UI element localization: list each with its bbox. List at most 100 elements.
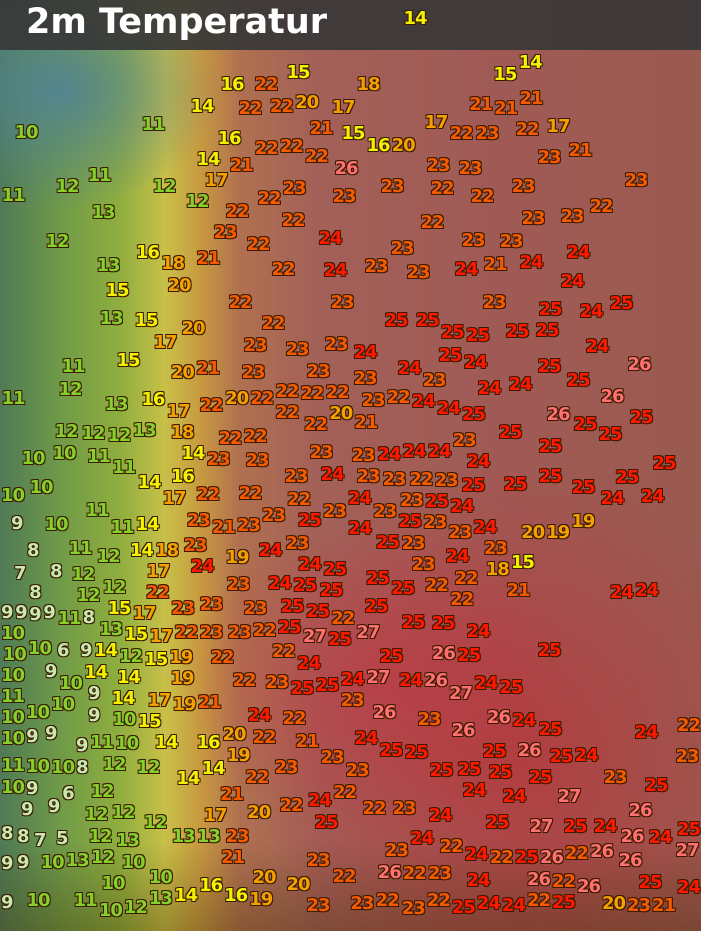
temperature-label: 24 [411, 391, 436, 413]
temperature-label: 18 [170, 421, 195, 443]
temperature-label: 25 [461, 403, 486, 425]
temperature-label: 22 [257, 187, 282, 209]
temperature-label: 24 [428, 804, 453, 826]
temperature-label: 5 [56, 827, 68, 849]
temperature-label: 9 [88, 683, 100, 705]
temperature-label: 12 [136, 756, 161, 778]
temperature-label: 25 [551, 891, 576, 913]
temperature-label: 24 [609, 581, 634, 603]
temperature-label: 10 [51, 694, 75, 716]
temperature-label: 26 [628, 799, 653, 821]
temperature-label: 24 [593, 815, 618, 837]
temperature-label: 24 [267, 572, 292, 594]
temperature-label: 12 [58, 378, 83, 400]
temperature-label: 25 [297, 510, 322, 532]
temperature-label: 19 [225, 546, 250, 568]
temperature-label: 25 [364, 595, 389, 617]
temperature-label: 24 [323, 259, 348, 281]
temperature-label: 25 [415, 309, 440, 331]
temperature-label: 14 [93, 640, 118, 662]
temperature-label: 21 [309, 118, 334, 140]
temperature-label: 25 [280, 596, 305, 618]
temperature-label: 22 [210, 646, 235, 668]
temperature-label: 26 [620, 825, 645, 847]
temperature-label: 26 [334, 157, 359, 179]
temperature-label: 23 [422, 369, 447, 391]
temperature-label: 22 [196, 483, 220, 505]
temperature-label: 23 [186, 509, 211, 531]
temperature-label: 23 [356, 466, 381, 488]
temperature-label: 9 [11, 512, 23, 534]
temperature-label: 27 [675, 840, 700, 862]
temperature-label: 23 [452, 429, 477, 451]
temperature-label: 12 [185, 191, 210, 213]
temperature-label: 24 [445, 546, 470, 568]
temperature-label: 24 [574, 744, 599, 766]
temperature-label: 12 [54, 421, 79, 443]
temperature-label: 23 [243, 334, 268, 356]
temperature-label: 26 [451, 719, 476, 741]
temperature-label: 23 [361, 390, 386, 412]
temperature-label: 21 [211, 516, 236, 538]
temperature-label: 15 [510, 551, 535, 573]
temperature-label: 15 [144, 648, 168, 670]
temperature-label: 25 [290, 677, 314, 699]
temperature-label: 24 [258, 539, 283, 561]
temperature-label: 17 [147, 690, 171, 712]
temperature-label: 11 [86, 446, 111, 468]
temperature-label: 10 [112, 708, 136, 730]
temperature-label: 25 [277, 617, 302, 639]
temperature-label: 15 [107, 597, 131, 619]
temperature-label: 23 [399, 490, 424, 512]
temperature-label: 24 [297, 653, 321, 675]
temperature-label: 13 [99, 619, 123, 641]
temperature-label: 14 [117, 666, 141, 688]
temperature-label: 8 [27, 539, 39, 561]
temperature-label: 24 [648, 826, 673, 848]
temperature-label: 11 [85, 499, 109, 521]
temperature-label: 25 [652, 452, 677, 474]
temperature-label: 14 [84, 662, 108, 684]
temperature-label: 23 [537, 146, 562, 168]
temperature-label: 23 [382, 469, 407, 491]
temperature-label: 10 [2, 644, 27, 666]
temperature-label: 24 [640, 485, 665, 507]
temperature-label: 22 [238, 97, 263, 119]
temperature-label: 15 [341, 122, 365, 144]
temperature-label: 12 [152, 175, 177, 197]
temperature-label: 22 [333, 781, 357, 803]
temperature-label: 25 [537, 639, 562, 661]
temperature-label: 24 [585, 335, 610, 357]
temperature-label: 23 [213, 222, 238, 244]
temperature-label: 23 [373, 500, 397, 522]
temperature-label: 25 [514, 846, 539, 868]
temperature-label: 17 [546, 115, 571, 137]
temperature-label: 23 [499, 231, 524, 253]
temperature-label: 11 [89, 731, 114, 753]
temperature-label: 13 [171, 825, 196, 847]
temperature-label: 9 [44, 661, 57, 683]
temperature-label: 23 [390, 237, 415, 259]
temperature-label: 25 [451, 896, 476, 918]
temperature-label: 23 [401, 897, 426, 919]
temperature-label: 25 [293, 575, 317, 597]
temperature-label: 25 [488, 762, 513, 784]
temperature-label: 25 [528, 767, 553, 789]
temperature-label: 20 [225, 387, 249, 409]
temperature-label: 10 [26, 702, 50, 724]
temperature-label: 23 [236, 514, 261, 536]
temperature-label: 15 [134, 310, 159, 332]
temperature-label: 10 [101, 872, 126, 894]
temperature-label: 16 [170, 466, 195, 488]
temperature-label: 19 [546, 521, 570, 543]
temperature-label: 9 [29, 603, 41, 625]
temperature-label: 12 [76, 585, 101, 607]
temperature-label: 6 [62, 782, 74, 804]
temperature-label: 18 [356, 73, 381, 95]
temperature-label: 24 [353, 341, 378, 363]
temperature-label: 24 [634, 721, 659, 743]
temperature-label: 12 [88, 825, 113, 847]
temperature-label: 22 [449, 122, 474, 144]
temperature-label: 12 [55, 175, 80, 197]
